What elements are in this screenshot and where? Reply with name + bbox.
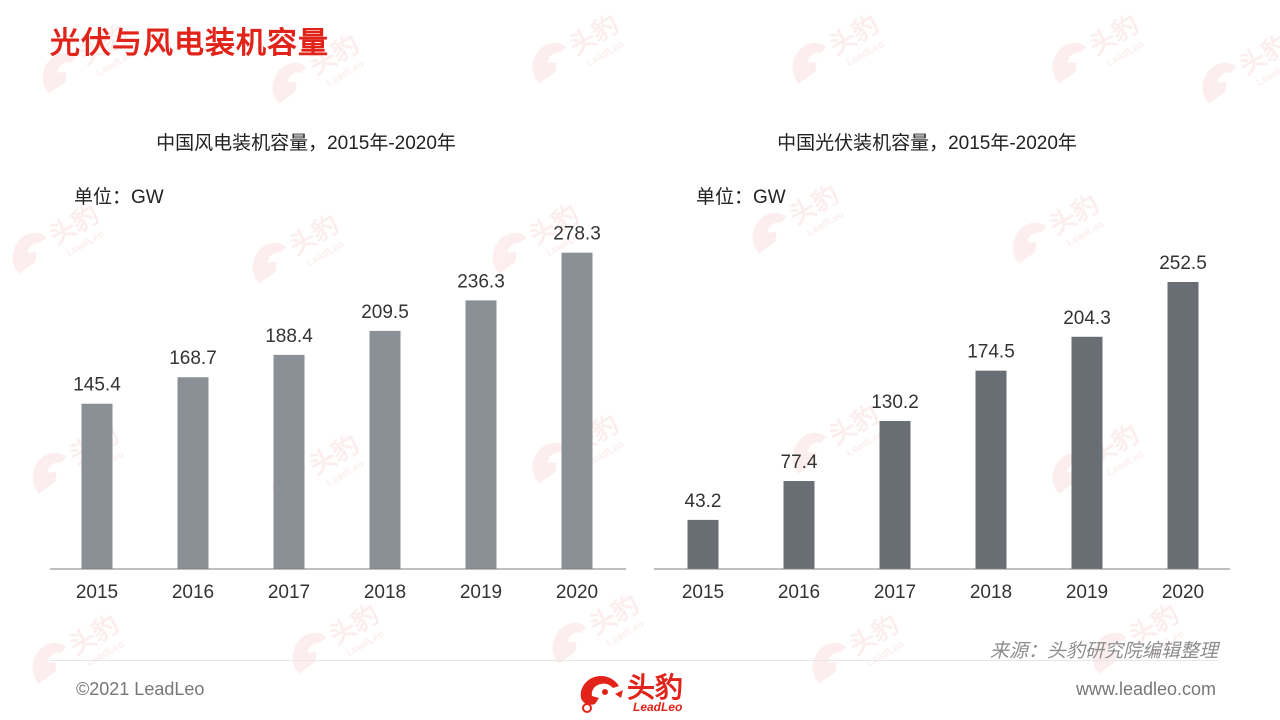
bar-group: 43.2 2015 77.4 2016 130.2 2017 174.5 2018 204.3 2… bbox=[682, 253, 1207, 603]
tick-label-2020: 2020 bbox=[1162, 582, 1204, 603]
value-label-2020: 252.5 bbox=[1159, 253, 1207, 274]
bar-2015 bbox=[81, 403, 113, 569]
pv-capacity-chart: 中国光伏装机容量，2015年-2020年 单位：GW 43.2 2015 77.4 2… bbox=[654, 132, 1230, 603]
leadleo-logo: 头豹 LeadLeo bbox=[575, 664, 715, 718]
tick-label-2019: 2019 bbox=[1066, 582, 1108, 603]
value-label-2016: 77.4 bbox=[781, 452, 818, 473]
bar-group: 145.4 2015 168.7 2016 188.4 2017 209.5 2018 236.… bbox=[73, 224, 601, 603]
tick-label-2018: 2018 bbox=[364, 582, 406, 603]
value-label-2020: 278.3 bbox=[553, 224, 601, 245]
value-label-2017: 130.2 bbox=[871, 392, 919, 413]
bar-2015 bbox=[687, 519, 719, 569]
tick-label-2017: 2017 bbox=[874, 582, 916, 603]
bar-2016 bbox=[783, 481, 815, 569]
tick-label-2017: 2017 bbox=[268, 582, 310, 603]
bar-2017 bbox=[879, 421, 911, 569]
tick-label-2015: 2015 bbox=[682, 582, 724, 603]
logo-english: LeadLeo bbox=[633, 700, 683, 714]
bar-2018 bbox=[975, 370, 1007, 569]
bar-2017 bbox=[273, 354, 305, 569]
value-label-2015: 145.4 bbox=[73, 375, 121, 396]
copyright-text: ©2021 LeadLeo bbox=[76, 679, 205, 699]
page-title: 光伏与风电装机容量 bbox=[50, 27, 329, 60]
bar-2020 bbox=[1167, 281, 1199, 569]
leopard-icon bbox=[580, 676, 623, 713]
tick-label-2016: 2016 bbox=[172, 582, 214, 603]
watermark-subtext: LeadLeo bbox=[85, 639, 126, 669]
tick-label-2018: 2018 bbox=[970, 582, 1012, 603]
value-label-2018: 174.5 bbox=[967, 342, 1015, 363]
tick-label-2019: 2019 bbox=[460, 582, 502, 603]
watermark-subtext: LeadLeo bbox=[865, 639, 906, 669]
bar-2019 bbox=[1071, 336, 1103, 569]
logo-chinese: 头豹 bbox=[627, 672, 684, 703]
value-label-2019: 204.3 bbox=[1063, 308, 1111, 329]
wind-capacity-chart: 中国风电装机容量，2015年-2020年 单位：GW 145.4 2015 168.… bbox=[50, 132, 626, 603]
bar-2019 bbox=[465, 300, 497, 569]
value-label-2017: 188.4 bbox=[265, 326, 313, 347]
unit-label: 单位：GW bbox=[696, 186, 786, 208]
tick-label-2016: 2016 bbox=[778, 582, 820, 603]
chart-title: 中国风电装机容量，2015年-2020年 bbox=[156, 132, 456, 154]
tick-label-2020: 2020 bbox=[556, 582, 598, 603]
unit-label: 单位：GW bbox=[74, 186, 164, 208]
bar-2018 bbox=[369, 330, 401, 569]
value-label-2016: 168.7 bbox=[169, 348, 217, 369]
tick-label-2015: 2015 bbox=[76, 582, 118, 603]
bar-2016 bbox=[177, 377, 209, 569]
bar-2020 bbox=[561, 252, 593, 570]
chart-title: 中国光伏装机容量，2015年-2020年 bbox=[777, 132, 1077, 154]
source-note: 来源：头豹研究院编辑整理 bbox=[989, 641, 1218, 662]
footer-divider bbox=[50, 660, 1218, 661]
website-url: www.leadleo.com bbox=[1075, 679, 1216, 699]
value-label-2019: 236.3 bbox=[457, 271, 505, 292]
value-label-2018: 209.5 bbox=[361, 302, 409, 323]
value-label-2015: 43.2 bbox=[685, 491, 722, 512]
